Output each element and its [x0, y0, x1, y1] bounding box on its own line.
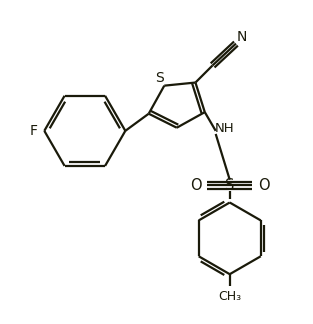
- Text: F: F: [29, 124, 38, 138]
- Text: S: S: [225, 178, 234, 193]
- Text: O: O: [190, 178, 201, 193]
- Text: S: S: [155, 71, 164, 85]
- Text: O: O: [258, 178, 270, 193]
- Text: CH₃: CH₃: [218, 290, 241, 303]
- Text: NH: NH: [215, 122, 234, 135]
- Text: N: N: [237, 30, 247, 44]
